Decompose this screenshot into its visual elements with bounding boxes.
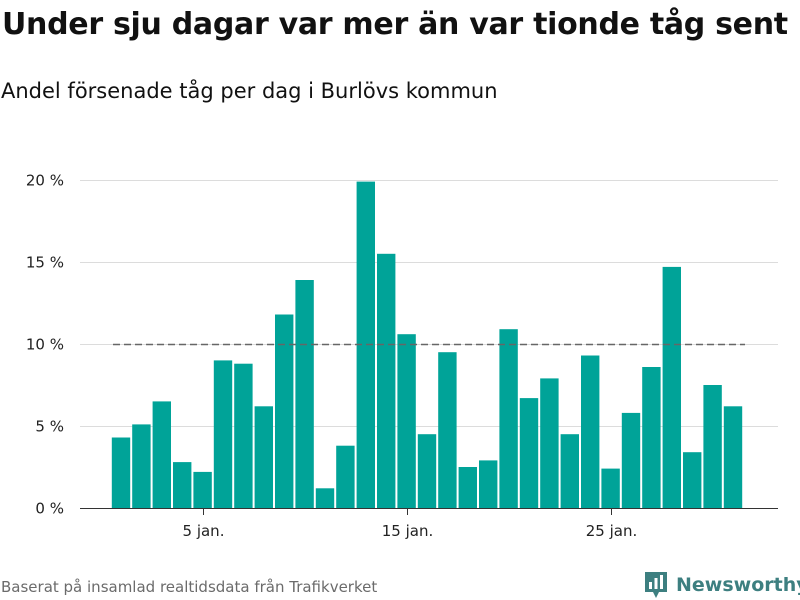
bar [601,468,620,508]
bar [275,314,294,508]
bar [356,181,375,508]
bar [295,280,314,508]
bar [560,434,579,508]
y-tick-label: 5 % [35,418,64,436]
y-tick-label: 10 % [26,336,64,354]
bar [132,424,151,508]
bar [499,329,518,508]
x-tick-label: 5 jan. [183,522,225,540]
x-tick-label: 15 jan. [382,522,434,540]
x-tick-label: 25 jan. [586,522,638,540]
bar [193,471,212,508]
bar [152,401,171,508]
bar [479,460,498,508]
y-axis-tick-labels: 0 % 5 % 10 % 15 % 20 % [26,172,64,518]
bar [581,355,600,508]
bar [173,462,192,508]
x-axis-ticks: 5 jan. 15 jan. 25 jan. [183,508,638,540]
brand-name: Newsworthy [676,574,800,596]
newsworthy-logo-icon [645,572,667,598]
bar [519,398,539,508]
bar [662,266,681,508]
chart-subtitle: Andel försenade tåg per dag i Burlövs ko… [1,79,498,103]
bar [703,385,722,508]
chart-title: Under sju dagar var mer än var tionde tå… [2,7,788,42]
bar [397,334,416,508]
y-tick-label: 15 % [26,254,64,272]
source-note: Baserat på insamlad realtidsdata från Tr… [1,578,378,596]
grid-lines [80,180,778,427]
bars [111,181,743,508]
bar [621,412,641,508]
bar [336,445,355,508]
y-tick-label: 20 % [26,172,64,190]
bar [417,434,437,508]
bar [683,452,702,508]
brand-logo: Newsworthy [643,570,800,600]
bar [254,406,273,508]
bar [234,363,253,508]
bar [723,406,743,508]
bar [213,360,233,508]
bar [377,253,396,508]
bar [540,378,559,508]
bar [642,367,661,508]
bar [458,467,477,508]
bar [438,352,457,508]
bar [315,488,335,508]
y-tick-label: 0 % [35,500,64,518]
bar [111,437,131,508]
